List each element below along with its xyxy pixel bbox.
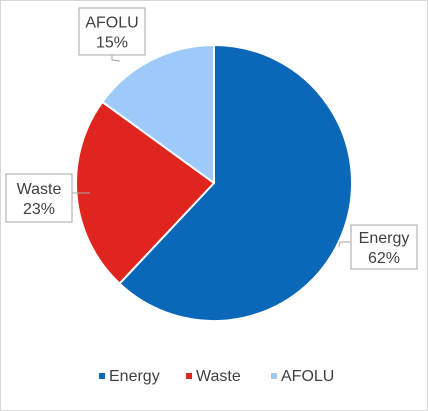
data-label-category: AFOLU: [85, 15, 138, 32]
data-label-percent: 62%: [368, 250, 400, 267]
legend-item-afolu: AFOLU: [271, 368, 334, 385]
data-label-percent: 23%: [23, 201, 55, 218]
data-label-percent: 15%: [96, 35, 128, 52]
leader-line: [339, 242, 351, 247]
pie-slices: [76, 45, 352, 321]
legend-swatch: [186, 373, 192, 379]
legend-item-waste: Waste: [186, 368, 241, 385]
legend-item-energy: Energy: [99, 368, 160, 385]
leader-line: [112, 55, 120, 61]
data-label-afolu: AFOLU 15%: [79, 8, 145, 61]
legend-label: AFOLU: [281, 368, 334, 385]
legend-label: Waste: [196, 368, 241, 385]
data-label-category: Energy: [359, 230, 410, 247]
legend-swatch: [271, 373, 277, 379]
legend: Energy Waste AFOLU: [99, 368, 334, 385]
data-label-energy: Energy 62%: [339, 225, 417, 269]
legend-label: Energy: [109, 368, 160, 385]
data-label-category: Waste: [17, 181, 62, 198]
legend-swatch: [99, 373, 105, 379]
